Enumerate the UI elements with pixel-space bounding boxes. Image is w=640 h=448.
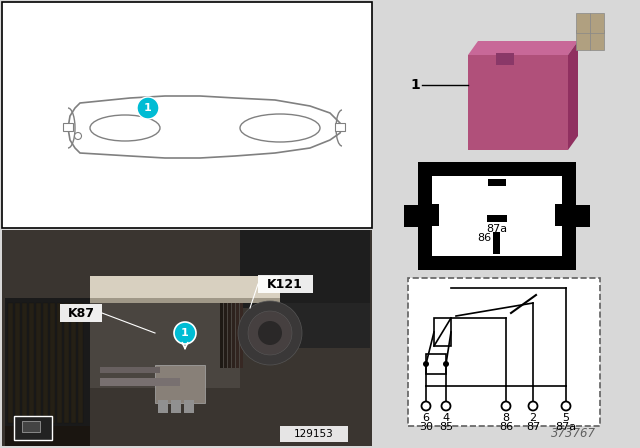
Text: 5: 5 — [563, 413, 570, 423]
Circle shape — [74, 133, 81, 139]
Circle shape — [443, 361, 449, 367]
Bar — [418, 162, 576, 270]
Circle shape — [258, 321, 282, 345]
Bar — [78, 303, 83, 423]
Bar — [487, 215, 507, 222]
Circle shape — [248, 311, 292, 355]
Bar — [14, 416, 52, 440]
Bar — [22, 303, 27, 423]
Bar — [57, 303, 62, 423]
Text: 6: 6 — [422, 413, 429, 423]
Polygon shape — [568, 41, 578, 150]
PathPatch shape — [68, 96, 342, 158]
Text: 85: 85 — [564, 210, 578, 220]
Text: 85: 85 — [439, 422, 453, 432]
Bar — [90, 298, 280, 303]
Text: 87: 87 — [490, 166, 504, 176]
Text: 1: 1 — [410, 78, 420, 92]
Bar — [60, 304, 102, 322]
Circle shape — [502, 401, 511, 410]
Bar — [496, 53, 514, 65]
Polygon shape — [335, 123, 345, 131]
Bar — [171, 400, 181, 413]
Bar — [240, 230, 370, 308]
Bar — [555, 204, 562, 226]
Bar — [71, 303, 76, 423]
Bar — [426, 354, 446, 374]
Bar — [432, 204, 439, 226]
Bar — [158, 400, 168, 413]
Bar — [90, 288, 240, 388]
Text: 1: 1 — [181, 328, 189, 338]
Text: 86: 86 — [477, 233, 491, 243]
Text: 8: 8 — [502, 413, 509, 423]
Bar — [280, 426, 348, 442]
Bar — [590, 30, 604, 50]
Polygon shape — [468, 41, 578, 55]
Bar — [15, 303, 20, 423]
Circle shape — [422, 401, 431, 410]
Text: 129153: 129153 — [294, 429, 334, 439]
Bar — [155, 365, 205, 403]
Bar — [220, 303, 223, 368]
Bar — [576, 205, 590, 227]
Bar — [22, 421, 40, 432]
Bar — [36, 303, 41, 423]
Circle shape — [137, 97, 159, 119]
Bar — [2, 230, 372, 446]
Text: 2: 2 — [529, 413, 536, 423]
Bar — [224, 303, 227, 368]
Circle shape — [529, 401, 538, 410]
Bar — [493, 232, 500, 254]
Bar — [5, 298, 90, 428]
Circle shape — [561, 401, 570, 410]
Bar — [29, 303, 34, 423]
Bar — [5, 426, 90, 446]
Bar — [232, 303, 235, 368]
Bar — [2, 2, 372, 228]
Polygon shape — [63, 123, 73, 131]
Bar — [240, 303, 243, 368]
Circle shape — [442, 401, 451, 410]
Text: 1: 1 — [144, 103, 152, 113]
Bar — [576, 30, 590, 50]
Bar — [50, 303, 55, 423]
Bar — [258, 275, 313, 293]
Circle shape — [238, 301, 302, 365]
Text: 30: 30 — [416, 210, 430, 220]
Bar — [408, 278, 600, 426]
Bar — [184, 400, 194, 413]
Bar — [100, 378, 180, 386]
Text: 87: 87 — [526, 422, 540, 432]
Text: 30: 30 — [419, 422, 433, 432]
Bar — [2, 230, 372, 446]
Circle shape — [174, 322, 196, 344]
Circle shape — [423, 361, 429, 367]
Bar — [280, 303, 370, 348]
Text: K87: K87 — [67, 306, 95, 319]
Text: 87a: 87a — [556, 422, 577, 432]
Bar — [64, 303, 69, 423]
Bar — [90, 276, 280, 298]
Text: 86: 86 — [499, 422, 513, 432]
Text: 4: 4 — [442, 413, 449, 423]
Bar — [100, 367, 160, 373]
Ellipse shape — [90, 115, 160, 141]
Bar — [43, 303, 48, 423]
Text: 87a: 87a — [486, 224, 508, 234]
Bar — [228, 303, 231, 368]
Bar — [488, 179, 506, 186]
Ellipse shape — [240, 114, 320, 142]
Text: K121: K121 — [267, 277, 303, 290]
Bar — [404, 205, 418, 227]
Bar — [236, 303, 239, 368]
FancyBboxPatch shape — [468, 55, 568, 150]
Bar — [8, 303, 13, 423]
Bar — [432, 176, 562, 256]
Text: 373767: 373767 — [551, 427, 596, 440]
Bar — [576, 13, 590, 33]
Bar — [434, 318, 451, 346]
Bar — [590, 13, 604, 33]
